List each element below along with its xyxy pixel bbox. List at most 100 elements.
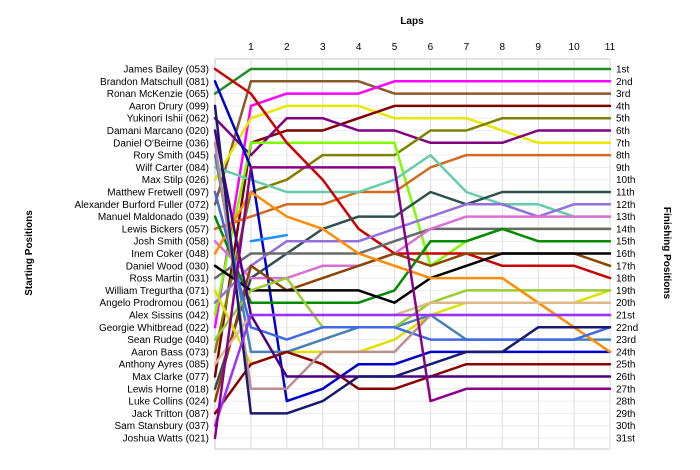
starting-position-label: Wilf Carter (084) (136, 163, 209, 174)
finishing-position-label: 17th (616, 261, 635, 272)
finishing-position-label: 5th (616, 114, 630, 125)
series-line (213, 166, 612, 440)
starting-position-label: Aaron Drury (099) (129, 101, 209, 112)
finishing-position-label: 11th (616, 188, 635, 199)
starting-position-label: Georgie Whitbread (022) (99, 323, 209, 334)
x-tick-label: 8 (499, 42, 505, 53)
x-tick-label: 11 (605, 42, 616, 53)
y-axis-title-left: Starting Positions (24, 210, 35, 296)
series-line (213, 153, 612, 218)
finishing-position-label: 3rd (616, 89, 630, 100)
starting-position-label: Max Clarke (077) (132, 372, 209, 383)
finishing-position-label: 21st (616, 311, 635, 322)
starting-position-label: Anthony Ayres (085) (119, 360, 209, 371)
starting-position-label: Alexander Burford Fuller (072) (74, 200, 209, 211)
starting-position-label: Daniel Wood (030) (126, 261, 209, 272)
finishing-position-label: 8th (616, 151, 630, 162)
finishing-position-label: 1st (616, 65, 630, 76)
finishing-position-label: 23rd (616, 335, 636, 346)
y-axis-title-right: Finishing Positions (661, 207, 672, 300)
finishing-position-label: 18th (616, 274, 635, 285)
finishing-position-label: 10th (616, 175, 635, 186)
series-line (213, 313, 612, 427)
starting-position-label: Aaron Bass (073) (131, 347, 209, 358)
starting-position-label: Josh Smith (058) (133, 237, 209, 248)
series-line (213, 80, 612, 206)
series-line (213, 80, 612, 329)
finishing-position-label: 4th (616, 101, 630, 112)
starting-position-label: Yukinori Ishii (062) (127, 114, 209, 125)
finishing-position-label: 9th (616, 163, 630, 174)
starting-position-label: Inem Coker (048) (131, 249, 209, 260)
x-axis-title: Laps (400, 16, 424, 27)
starting-position-label: Matthew Fretwell (097) (107, 188, 209, 199)
finishing-position-label: 27th (616, 384, 635, 395)
starting-position-label: Lewis Bickers (057) (122, 224, 209, 235)
starting-position-label: Sean Rudge (040) (127, 335, 209, 346)
starting-position-label: Damani Marcano (020) (107, 126, 209, 137)
x-tick-label: 1 (248, 42, 254, 53)
finishing-position-label: 6th (616, 126, 630, 137)
series-line (213, 190, 612, 354)
series-line (249, 233, 289, 243)
series-line (213, 104, 612, 181)
finishing-position-label: 29th (616, 409, 635, 420)
series-line (213, 203, 612, 304)
series-line (213, 67, 612, 95)
finishing-position-label: 19th (616, 286, 635, 297)
x-tick-label: 4 (356, 42, 362, 53)
starting-position-label: Angelo Prodromou (061) (99, 298, 209, 309)
x-tick-label: 3 (320, 42, 326, 53)
x-tick-label: 7 (464, 42, 470, 53)
series-line (213, 215, 612, 280)
finishing-position-label: 7th (616, 138, 630, 149)
x-tick-label: 10 (569, 42, 581, 53)
starting-position-label: William Tregurtha (071) (105, 286, 209, 297)
finishing-position-label: 12th (616, 200, 635, 211)
starting-position-label: Ronan McKenzie (065) (107, 89, 209, 100)
starting-position-label: Joshua Watts (021) (123, 434, 209, 445)
finishing-position-label: 24th (616, 347, 635, 358)
series-line (213, 129, 612, 378)
starting-position-label: Jack Tritton (087) (132, 409, 209, 420)
finishing-position-label: 20th (616, 298, 635, 309)
finishing-position-label: 26th (616, 372, 635, 383)
starting-position-label: Lewis Horne (018) (127, 384, 209, 395)
x-tick-label: 6 (428, 42, 434, 53)
finishing-position-label: 28th (616, 397, 635, 408)
finishing-position-label: 15th (616, 237, 635, 248)
series-line (213, 104, 612, 415)
finishing-position-label: 25th (616, 360, 635, 371)
x-tick-label: 5 (392, 42, 398, 53)
series-group (213, 67, 612, 440)
starting-position-label: Brandon Matschull (081) (100, 77, 209, 88)
starting-position-label: Sam Stansbury (037) (115, 421, 210, 432)
series-line (213, 116, 612, 157)
starting-position-label: Ross Martin (031) (130, 274, 209, 285)
series-line (213, 350, 612, 415)
finishing-position-label: 16th (616, 249, 635, 260)
series-line (213, 67, 612, 280)
series-line (213, 190, 612, 391)
series-line (213, 80, 612, 403)
starting-position-label: Manuel Maldonado (039) (98, 212, 209, 223)
series-line (213, 215, 612, 304)
starting-position-label: Rory Smith (045) (133, 151, 209, 162)
finishing-position-label: 30th (616, 421, 635, 432)
starting-position-label: James Bailey (053) (123, 65, 209, 76)
finishing-position-label: 14th (616, 224, 635, 235)
starting-position-label: Max Stilp (026) (142, 175, 209, 186)
finishing-position-label: 31st (616, 434, 635, 445)
finishing-position-label: 13th (616, 212, 635, 223)
finishing-position-label: 22nd (616, 323, 638, 334)
series-line (213, 116, 612, 354)
starting-position-label: Daniel O'Beirne (036) (113, 138, 209, 149)
starting-position-label: Luke Collins (024) (128, 397, 209, 408)
series-line (213, 227, 612, 280)
x-tick-label: 2 (284, 42, 290, 53)
x-tick-label: 9 (535, 42, 541, 53)
starting-position-label: Alex Sissins (042) (129, 311, 209, 322)
series-line (213, 153, 612, 231)
